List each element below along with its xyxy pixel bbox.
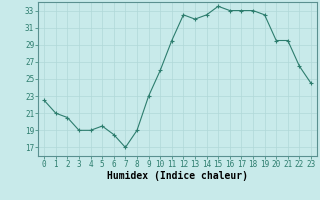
X-axis label: Humidex (Indice chaleur): Humidex (Indice chaleur): [107, 171, 248, 181]
